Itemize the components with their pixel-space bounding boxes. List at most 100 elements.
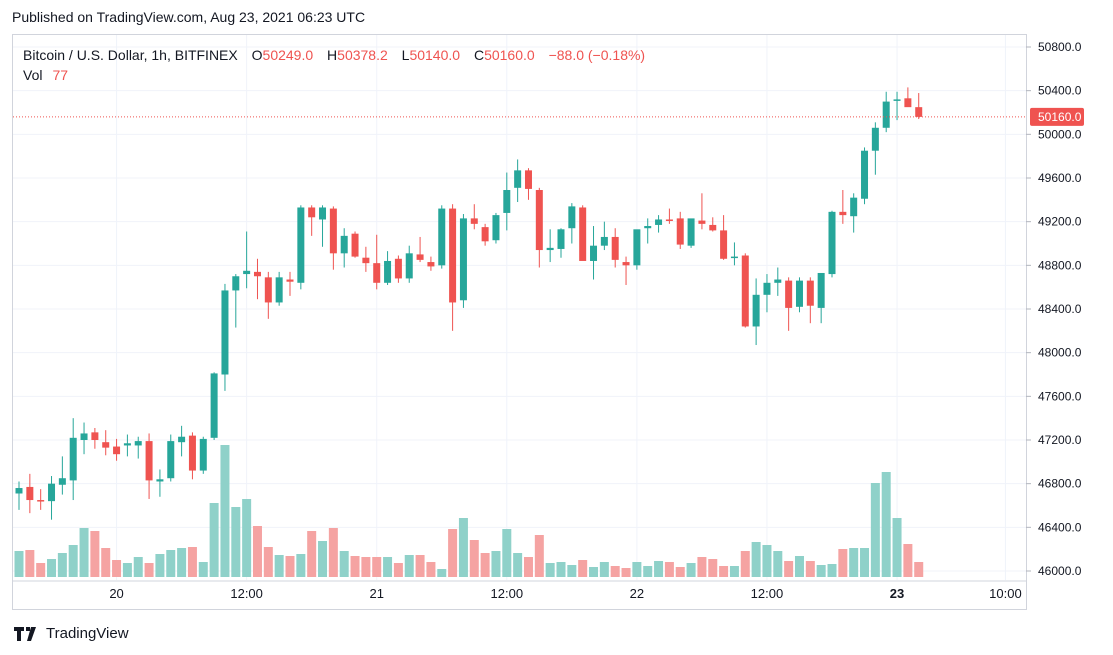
candle[interactable] [915, 93, 923, 120]
candle[interactable] [308, 205, 316, 236]
candle[interactable] [763, 274, 771, 313]
candle[interactable] [514, 159, 522, 203]
candle[interactable] [438, 205, 446, 269]
candle[interactable] [449, 204, 457, 331]
candle-body [557, 229, 565, 249]
candle[interactable] [568, 203, 576, 244]
candle[interactable] [470, 204, 478, 230]
candle[interactable] [850, 193, 858, 233]
candle[interactable] [210, 372, 218, 440]
candle[interactable] [893, 91, 901, 121]
candle[interactable] [524, 168, 532, 200]
candle[interactable] [58, 456, 66, 495]
candle[interactable] [80, 422, 88, 455]
candle[interactable] [102, 430, 110, 456]
candle-body [871, 127, 879, 151]
candle[interactable] [492, 212, 500, 244]
candle[interactable] [362, 246, 370, 272]
candle[interactable] [590, 226, 598, 280]
candle[interactable] [232, 274, 240, 328]
candle[interactable] [557, 228, 565, 258]
candle[interactable] [178, 425, 186, 457]
candle[interactable] [416, 236, 424, 263]
candle[interactable] [275, 271, 283, 306]
candle[interactable] [91, 427, 99, 449]
candle[interactable] [286, 271, 294, 296]
candle[interactable] [622, 256, 630, 285]
candle[interactable] [720, 215, 728, 260]
candle[interactable] [373, 234, 381, 290]
candle[interactable] [579, 205, 587, 261]
candle-body [763, 282, 771, 295]
candle[interactable] [123, 434, 131, 457]
symbol-title[interactable]: Bitcoin / U.S. Dollar, 1h, BITFINEX [23, 47, 238, 63]
candle-body [384, 260, 392, 283]
candle[interactable] [15, 481, 23, 510]
candle[interactable] [839, 190, 847, 224]
candle[interactable] [904, 87, 912, 108]
candle[interactable] [427, 256, 435, 271]
time-tick-label: 12:00 [751, 586, 784, 601]
candle[interactable] [785, 277, 793, 331]
candle-body [178, 436, 186, 443]
candle[interactable] [698, 193, 706, 230]
candle[interactable] [26, 473, 34, 514]
candle[interactable] [243, 231, 251, 289]
candle-body [243, 270, 251, 275]
candle[interactable] [340, 228, 348, 268]
candle[interactable] [145, 433, 153, 499]
volume-bar [68, 545, 78, 577]
candle[interactable] [633, 229, 641, 270]
candle[interactable] [741, 253, 749, 328]
candle[interactable] [644, 218, 652, 244]
candle[interactable] [676, 211, 684, 249]
candle[interactable] [503, 172, 511, 231]
candle[interactable] [405, 245, 413, 283]
candle[interactable] [264, 271, 272, 319]
candle[interactable] [882, 91, 890, 133]
tradingview-logo[interactable]: TradingView [14, 625, 129, 642]
candle[interactable] [329, 206, 337, 270]
volume-bar [372, 557, 382, 577]
candle[interactable] [113, 438, 121, 461]
candle[interactable] [546, 229, 554, 263]
candle-body [113, 446, 121, 455]
candle[interactable] [535, 187, 543, 268]
candle[interactable] [253, 258, 261, 300]
candle[interactable] [806, 277, 814, 324]
candle[interactable] [459, 214, 467, 308]
candle[interactable] [156, 469, 164, 497]
candle[interactable] [752, 278, 760, 346]
candle[interactable] [188, 432, 196, 480]
candle[interactable] [817, 272, 825, 324]
candle[interactable] [687, 218, 695, 248]
candle[interactable] [297, 205, 305, 290]
candle[interactable] [774, 267, 782, 296]
candle[interactable] [351, 231, 359, 258]
candle[interactable] [134, 436, 142, 459]
candle[interactable] [709, 217, 717, 232]
candle[interactable] [394, 255, 402, 283]
candle[interactable] [611, 228, 619, 268]
candle[interactable] [481, 223, 489, 246]
candle[interactable] [828, 210, 836, 278]
candle[interactable] [221, 283, 229, 391]
candle[interactable] [665, 208, 673, 224]
candle-body [416, 254, 424, 260]
candle[interactable] [861, 147, 869, 205]
candle[interactable] [319, 205, 327, 247]
candle[interactable] [600, 221, 608, 251]
candle-body [839, 211, 847, 216]
candle[interactable] [871, 122, 879, 175]
candle[interactable] [795, 277, 803, 313]
candle[interactable] [167, 434, 175, 482]
candle[interactable] [199, 436, 207, 474]
candle[interactable] [69, 418, 77, 501]
candle[interactable] [37, 489, 45, 510]
volume-bar [610, 566, 620, 577]
candle[interactable] [730, 242, 738, 266]
candle[interactable] [655, 215, 663, 233]
candle[interactable] [48, 476, 56, 520]
candle[interactable] [384, 251, 392, 285]
